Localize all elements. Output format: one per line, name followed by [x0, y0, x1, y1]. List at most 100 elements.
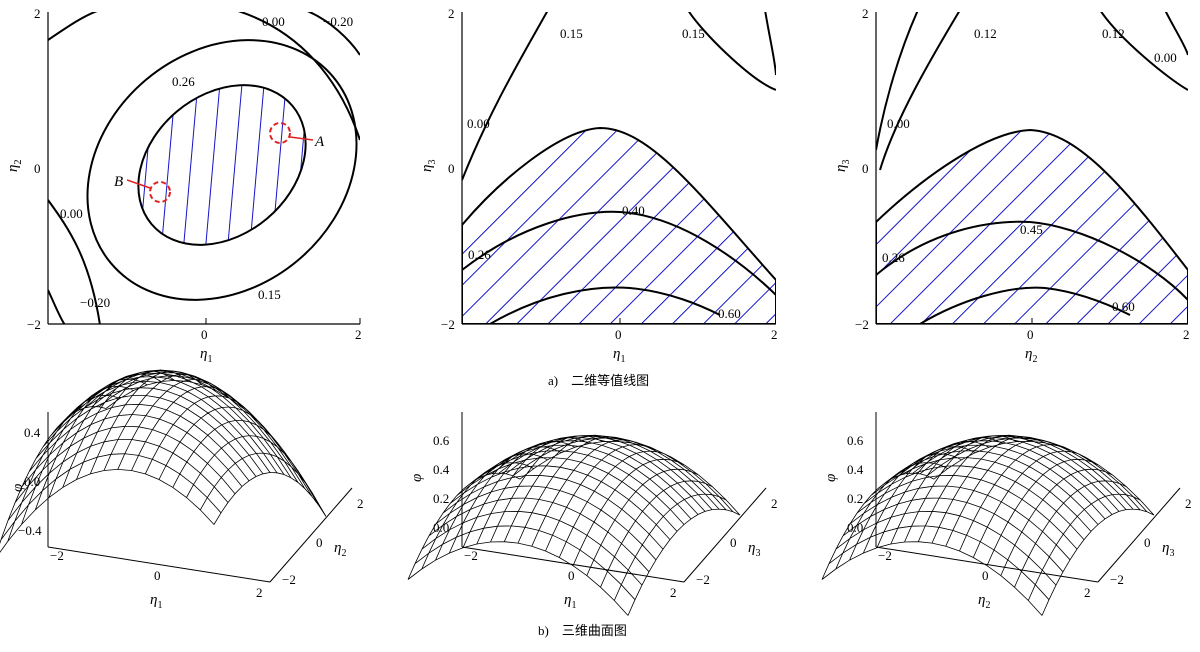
- x-tick: 2: [355, 327, 362, 342]
- x-tick: 0: [982, 568, 989, 583]
- contour-label: 0.00: [887, 116, 910, 131]
- y-axis-label: η3: [833, 160, 852, 172]
- y-tick: −2: [441, 317, 455, 332]
- point-b-marker: [149, 181, 171, 203]
- z-tick: 0.2: [847, 491, 863, 506]
- x-tick: 0: [568, 568, 575, 583]
- surface-mesh-2: [407, 434, 741, 616]
- y-tick: −2: [696, 572, 710, 587]
- z-tick: 0.4: [433, 462, 450, 477]
- x-tick: −2: [878, 548, 892, 563]
- x-tick: 0: [615, 327, 622, 342]
- x-axis-label: η2: [1025, 346, 1037, 365]
- contour-label: −0.20: [323, 14, 353, 29]
- y-tick: 2: [448, 6, 455, 21]
- z-tick: 0.4: [24, 425, 41, 440]
- y-tick: 0: [316, 535, 323, 550]
- x-tick: 2: [771, 327, 778, 342]
- y-tick: 0: [1144, 535, 1151, 550]
- z-axis-label: φ: [409, 474, 425, 482]
- contour-label: 0.15: [560, 26, 583, 41]
- contour-label: 0.60: [718, 306, 741, 321]
- y-tick: 2: [357, 496, 364, 511]
- caption-a: a) 二维等值线图: [548, 373, 649, 388]
- surface-mesh-1: [0, 369, 327, 560]
- contour-label: 0.45: [1020, 222, 1043, 237]
- surface-panel-eta1-eta3: 0.6 0.4 0.2 0.0 φ −2 0 2 η1 2 0 −2 η3: [407, 412, 778, 616]
- y-tick: 0: [862, 161, 869, 176]
- y-tick: 0: [730, 535, 737, 550]
- contour-label: 0.26: [468, 247, 491, 262]
- contour-label: 0.00: [467, 116, 490, 131]
- x-axis-label: η1: [564, 592, 576, 611]
- y-tick: 2: [771, 496, 778, 511]
- x-tick: 0: [1027, 327, 1034, 342]
- contour-lines-2: [462, 12, 776, 324]
- contour-label: 0.15: [682, 26, 705, 41]
- x-axis-label: η1: [613, 346, 625, 365]
- z-tick: 0.2: [433, 491, 449, 506]
- contour-label: 0.00: [262, 14, 285, 29]
- surface-panel-eta1-eta2: 0.4 0.0 −0.4 φ −2 0 2 η1 2 0 −2 η2: [0, 369, 364, 611]
- y-tick: 2: [34, 6, 41, 21]
- y-tick: −2: [1110, 572, 1124, 587]
- z-tick: 0.4: [847, 462, 864, 477]
- x-tick: 0: [154, 568, 161, 583]
- contour-lines-3: [876, 12, 1188, 324]
- y-tick: 0: [34, 161, 41, 176]
- contour-label: 0.26: [172, 74, 195, 89]
- contour-label: 0.40: [622, 203, 645, 218]
- surface-wireframe: [821, 434, 1155, 616]
- y-tick: −2: [27, 317, 41, 332]
- z-axis-label: φ: [10, 484, 26, 492]
- y-tick: 0: [448, 161, 455, 176]
- y-axis-label: η3: [1162, 540, 1174, 559]
- x-axis-label: η2: [978, 592, 990, 611]
- x-tick: −2: [50, 548, 64, 563]
- z-tick: 0.0: [847, 520, 863, 535]
- x-axis-label: η1: [200, 346, 212, 365]
- contour-panel-eta1-eta3: 0.15 0.15 0.00 0.40 0.26 0.60 2 0 −2 0 2…: [419, 6, 778, 365]
- surface-wireframe: [0, 369, 327, 560]
- contour-lines-1: [48, 12, 360, 324]
- contour-panel-eta1-eta2: A B 0.00 −0.20 0.26 0.00 −0.20 0.15 2 0 …: [5, 6, 362, 365]
- x-tick: −2: [464, 548, 478, 563]
- z-tick: 0.0: [24, 474, 40, 489]
- z-tick: 0.0: [433, 520, 449, 535]
- y-axis-label: η3: [748, 540, 760, 559]
- z-axis-label: φ: [823, 474, 839, 482]
- caption-b: b) 三维曲面图: [538, 623, 627, 638]
- x-axis-label: η1: [150, 592, 162, 611]
- contour-label: 0.00: [1154, 50, 1177, 65]
- surface-panel-eta2-eta3: 0.6 0.4 0.2 0.0 φ −2 0 2 η2 2 0 −2 η3: [821, 412, 1192, 616]
- z-tick: 0.6: [847, 433, 864, 448]
- contour-label: 0.00: [60, 206, 83, 221]
- contour-label: 0.60: [1112, 299, 1135, 314]
- z-tick: −0.4: [18, 523, 42, 538]
- point-a-marker: [269, 122, 291, 144]
- y-axis-label: η2: [5, 160, 24, 172]
- contour-panel-eta2-eta3: 0.12 0.12 0.00 0.00 0.45 0.26 0.60 2 0 −…: [833, 6, 1190, 365]
- contour-label: 0.12: [1102, 26, 1125, 41]
- y-tick: 2: [862, 6, 869, 21]
- y-tick: 2: [1185, 496, 1192, 511]
- z-tick: 0.6: [433, 433, 450, 448]
- y-axis-label: η3: [419, 160, 438, 172]
- x-tick: 2: [1084, 585, 1091, 600]
- y-tick: −2: [282, 572, 296, 587]
- y-axis-label: η2: [334, 540, 346, 559]
- contour-label: 0.26: [882, 250, 905, 265]
- point-a-label: A: [314, 134, 325, 150]
- contour-label: 0.15: [258, 287, 281, 302]
- contour-label: 0.12: [974, 26, 997, 41]
- x-tick: 0: [201, 327, 208, 342]
- x-tick: 2: [1183, 327, 1190, 342]
- x-tick: 2: [670, 585, 677, 600]
- surface-wireframe: [407, 434, 741, 616]
- point-b-label: B: [114, 174, 123, 190]
- y-tick: −2: [855, 317, 869, 332]
- x-tick: 2: [256, 585, 263, 600]
- contour-label: −0.20: [80, 295, 110, 310]
- surface-mesh-3: [821, 434, 1155, 616]
